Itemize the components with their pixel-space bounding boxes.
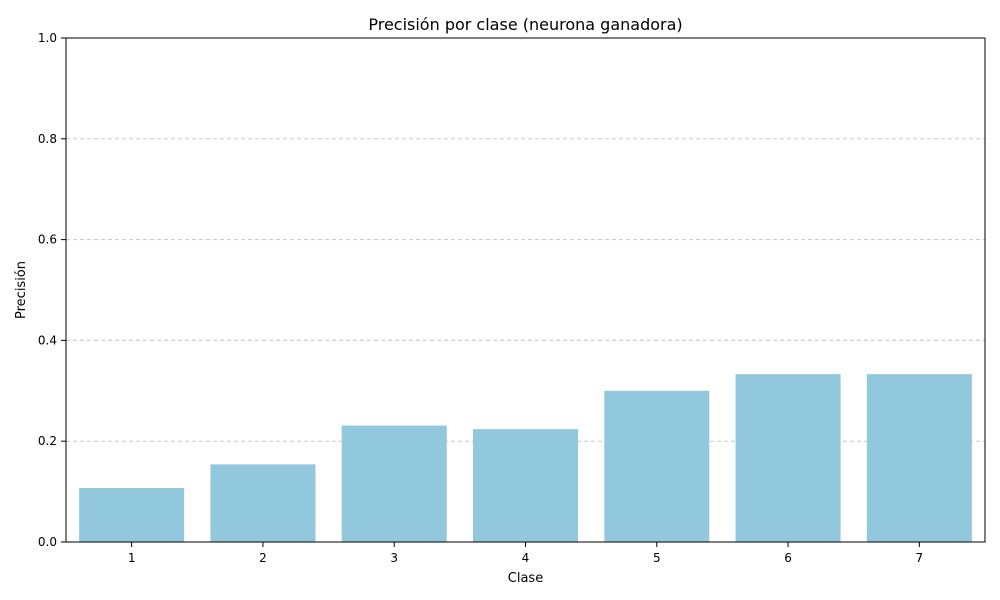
x-axis-label: Clase xyxy=(508,571,543,586)
y-tick-label: 0.4 xyxy=(38,333,57,347)
y-axis-label: Precisión xyxy=(14,261,29,319)
bar-clase-2 xyxy=(210,464,316,542)
y-tick-label: 0.0 xyxy=(38,535,57,549)
y-tick-label: 0.8 xyxy=(38,132,57,146)
x-tick-label: 4 xyxy=(522,551,530,565)
x-tick-label: 1 xyxy=(128,551,136,565)
bar-clase-5 xyxy=(604,390,710,542)
bar-clase-6 xyxy=(735,374,841,542)
y-tick-label: 1.0 xyxy=(38,31,57,45)
x-axis-ticks: 1 2 3 4 5 6 7 xyxy=(128,542,923,565)
chart-title: Precisión por clase (neurona ganadora) xyxy=(368,15,682,34)
x-tick-label: 3 xyxy=(390,551,398,565)
bar-clase-4 xyxy=(472,429,579,542)
y-axis-ticks: 0.0 0.2 0.4 0.6 0.8 1.0 xyxy=(38,31,66,549)
bar-clase-7 xyxy=(866,374,972,542)
bars xyxy=(79,374,972,542)
gridlines xyxy=(66,138,985,442)
bar-clase-1 xyxy=(79,488,185,542)
y-tick-label: 0.6 xyxy=(38,233,57,247)
x-tick-label: 2 xyxy=(259,551,267,565)
y-tick-label: 0.2 xyxy=(38,434,57,448)
bar-clase-3 xyxy=(341,425,447,542)
x-tick-label: 7 xyxy=(916,551,924,565)
x-tick-label: 5 xyxy=(653,551,661,565)
x-tick-label: 6 xyxy=(784,551,792,565)
